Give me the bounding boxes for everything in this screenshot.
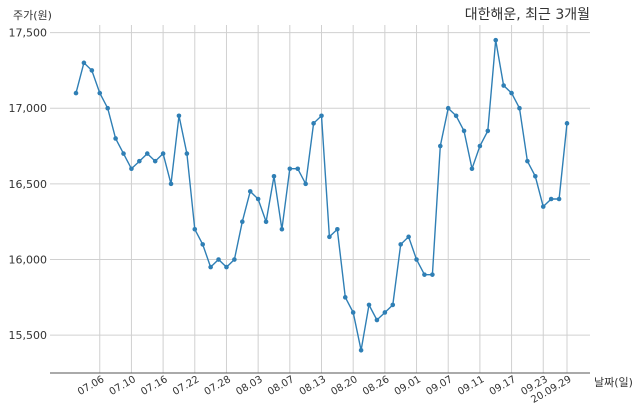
data-point — [422, 272, 427, 277]
data-point — [216, 257, 221, 262]
x-tick-label: 07.06 — [76, 374, 106, 398]
series-layer — [73, 37, 570, 353]
x-tick-label: 08.07 — [266, 374, 296, 398]
data-point — [271, 174, 277, 179]
data-point — [160, 151, 166, 156]
x-tick-label: 08.03 — [234, 374, 264, 398]
data-point — [540, 204, 546, 209]
data-point — [129, 166, 134, 172]
x-tick-label: 09.11 — [456, 374, 486, 398]
y-tick-label: 17,500 — [9, 27, 48, 40]
data-point — [461, 128, 467, 134]
data-point — [453, 113, 459, 119]
data-point — [176, 113, 182, 119]
y-axis-label: 주가(원) — [13, 9, 52, 22]
data-point — [81, 60, 87, 66]
data-point — [263, 219, 269, 224]
data-point — [224, 264, 229, 270]
data-point — [366, 302, 372, 308]
data-point — [469, 166, 475, 172]
data-point — [327, 234, 332, 240]
data-point — [208, 264, 213, 270]
data-point — [390, 302, 396, 308]
data-point — [89, 68, 95, 73]
y-tick-label: 15,500 — [9, 329, 48, 342]
data-point — [152, 158, 158, 164]
data-point — [303, 181, 308, 187]
data-point — [437, 143, 443, 149]
x-tick-label: 07.16 — [139, 374, 169, 398]
y-tick-label: 17,000 — [9, 102, 48, 115]
data-point — [73, 90, 79, 96]
data-point — [485, 128, 491, 134]
data-point — [335, 226, 340, 232]
data-point — [232, 257, 237, 262]
data-point — [200, 242, 206, 247]
data-point — [113, 136, 118, 141]
x-tick-label: 07.28 — [203, 374, 233, 398]
data-point — [548, 196, 554, 202]
x-tick-labels: 07.06 07.10 07.16 07.22 07.28 08.03 08.07 08.13… — [76, 374, 574, 406]
x-tick-label: 07.22 — [171, 374, 201, 398]
x-axis-label: 날짜(일) — [594, 375, 633, 389]
data-point — [168, 181, 174, 187]
data-point — [556, 196, 562, 202]
data-point — [184, 151, 190, 156]
data-point — [311, 121, 316, 126]
data-point — [105, 105, 110, 111]
data-point — [525, 158, 530, 164]
data-point — [192, 226, 198, 232]
y-tick-label: 16,000 — [9, 254, 48, 267]
data-point — [255, 196, 261, 202]
data-point — [406, 234, 411, 240]
data-point — [382, 310, 388, 315]
data-point — [144, 151, 150, 156]
data-point — [414, 257, 419, 262]
data-point — [374, 317, 380, 323]
y-tick-labels: 15,500 16,000 16,500 17,000 17,500 — [9, 27, 48, 343]
grid-layer — [50, 25, 590, 373]
x-tick-label: 08.26 — [361, 374, 391, 398]
data-point — [398, 242, 403, 247]
data-point — [430, 272, 435, 277]
data-point — [342, 295, 348, 300]
data-point — [501, 83, 506, 88]
data-point — [358, 348, 364, 353]
data-point — [279, 226, 285, 232]
data-point — [287, 166, 293, 172]
x-tick-label: 07.10 — [108, 374, 138, 398]
data-point — [477, 143, 483, 149]
data-point — [564, 121, 570, 126]
x-tick-label: 09.17 — [488, 374, 518, 398]
data-point — [240, 219, 245, 224]
data-point — [137, 158, 142, 164]
data-point — [121, 151, 126, 156]
x-tick-label: 08.13 — [298, 374, 328, 398]
data-point — [97, 90, 103, 96]
x-tick-label: 09.01 — [393, 374, 423, 398]
data-point — [247, 189, 253, 194]
data-point — [517, 105, 522, 111]
chart-title: 대한해운, 최근 3개월 — [465, 7, 590, 23]
data-point — [509, 90, 514, 96]
y-tick-label: 16,500 — [9, 178, 48, 191]
x-tick-label: 08.20 — [329, 374, 359, 398]
data-point — [350, 310, 356, 315]
data-point — [319, 113, 324, 119]
data-point — [295, 166, 301, 172]
data-point — [533, 174, 538, 179]
x-tick-label: 09.07 — [424, 374, 454, 398]
data-point — [445, 105, 451, 111]
data-point — [493, 37, 499, 43]
